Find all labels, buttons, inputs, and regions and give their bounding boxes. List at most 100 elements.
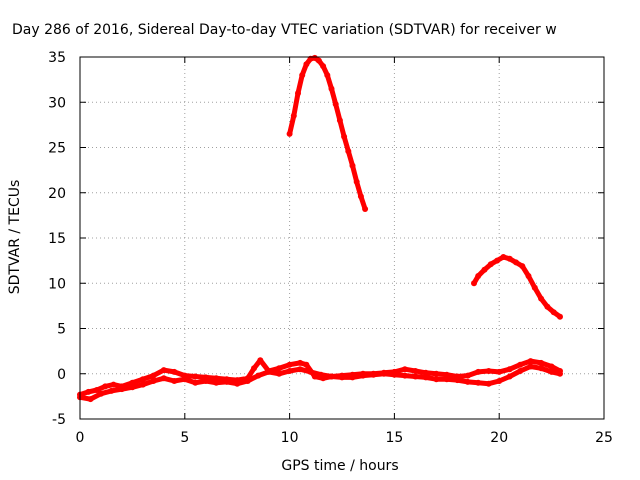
data-point [336, 117, 343, 124]
data-point [349, 162, 356, 169]
data-point [139, 376, 146, 383]
x-tick-label: 20 [490, 430, 508, 446]
data-point [353, 178, 360, 185]
data-point [464, 372, 471, 379]
data-point [422, 374, 429, 381]
data-point [433, 370, 440, 377]
data-point [475, 379, 482, 386]
data-point [108, 387, 115, 394]
data-point [538, 359, 545, 366]
data-point [297, 359, 304, 366]
data-point [318, 371, 324, 378]
data-point [139, 381, 146, 388]
data-point [433, 376, 440, 383]
data-point [192, 379, 199, 386]
data-point [150, 372, 157, 379]
data-point [527, 358, 534, 365]
data-point [527, 363, 534, 370]
data-point [324, 72, 331, 79]
data-point [471, 280, 477, 287]
data-point [276, 370, 283, 377]
data-point [360, 372, 366, 379]
data-point [380, 370, 387, 377]
data-point [531, 284, 538, 291]
y-tick-label: 35 [48, 50, 66, 66]
data-point [87, 396, 94, 403]
data-point [192, 373, 199, 380]
data-point [548, 368, 555, 375]
data-point [525, 273, 532, 279]
data-point [443, 376, 450, 383]
data-point [244, 378, 251, 384]
data-point [513, 259, 519, 266]
data-point [357, 193, 364, 200]
data-point [223, 378, 230, 385]
data-point [557, 313, 563, 320]
data-point [234, 380, 241, 387]
data-point [98, 390, 104, 397]
y-axis-label: SDTVAR / TECUs [7, 180, 23, 295]
data-point [286, 130, 293, 137]
data-point [496, 378, 503, 384]
series-peak-1 [286, 54, 369, 212]
data-point [85, 388, 92, 395]
data-point [538, 365, 545, 372]
data-point [118, 386, 125, 393]
data-point [328, 85, 335, 92]
data-point [475, 368, 482, 375]
x-tick-label: 15 [385, 430, 403, 446]
data-point [345, 148, 352, 155]
data-point [257, 357, 264, 364]
data-point [328, 373, 335, 380]
data-point [557, 370, 563, 377]
data-point [181, 376, 188, 383]
data-point [129, 384, 136, 391]
y-tick-label: 10 [48, 276, 66, 292]
data-point [171, 378, 178, 384]
data-point [160, 367, 167, 374]
data-point [102, 383, 109, 390]
data-point [519, 263, 526, 270]
data-point [506, 373, 513, 380]
data-point [517, 368, 524, 374]
data-point [485, 380, 492, 387]
data-point [538, 295, 545, 302]
data-point [295, 90, 301, 97]
data-point [391, 371, 398, 378]
data-point [370, 371, 377, 378]
data-point [290, 112, 297, 119]
y-tick-label: 25 [48, 141, 66, 157]
data-point [443, 371, 450, 378]
data-point [110, 381, 117, 388]
data-point [213, 379, 220, 386]
data-point [299, 72, 306, 79]
data-point [202, 378, 209, 384]
data-point [303, 361, 310, 368]
x-axis-label: GPS time / hours [281, 458, 398, 474]
data-point [297, 366, 304, 373]
data-point [464, 378, 471, 385]
x-tick-label: 25 [595, 430, 613, 446]
data-point [494, 257, 501, 264]
y-tick-label: 0 [57, 367, 66, 383]
x-tick-label: 0 [76, 430, 85, 446]
data-point [412, 368, 419, 374]
y-tick-label: 20 [48, 186, 66, 202]
data-point [251, 365, 257, 372]
axis-ticks: 0 5 10 15 20 25 -5 0 5 10 15 20 25 30 35 [48, 50, 613, 446]
y-tick-label: 30 [48, 95, 66, 111]
data-point [286, 368, 293, 374]
data-point [412, 373, 419, 380]
grid-lines [80, 57, 604, 419]
data-point [265, 368, 272, 375]
data-point [150, 378, 157, 384]
chart-title: Day 286 of 2016, Sidereal Day-to-day VTE… [12, 22, 557, 38]
data-point [517, 361, 524, 368]
y-tick-label: 15 [48, 231, 66, 247]
data-point [362, 206, 369, 212]
data-point [487, 261, 494, 268]
data-point [320, 63, 327, 70]
series-baseline-2 [77, 363, 563, 403]
data-point [544, 303, 551, 310]
